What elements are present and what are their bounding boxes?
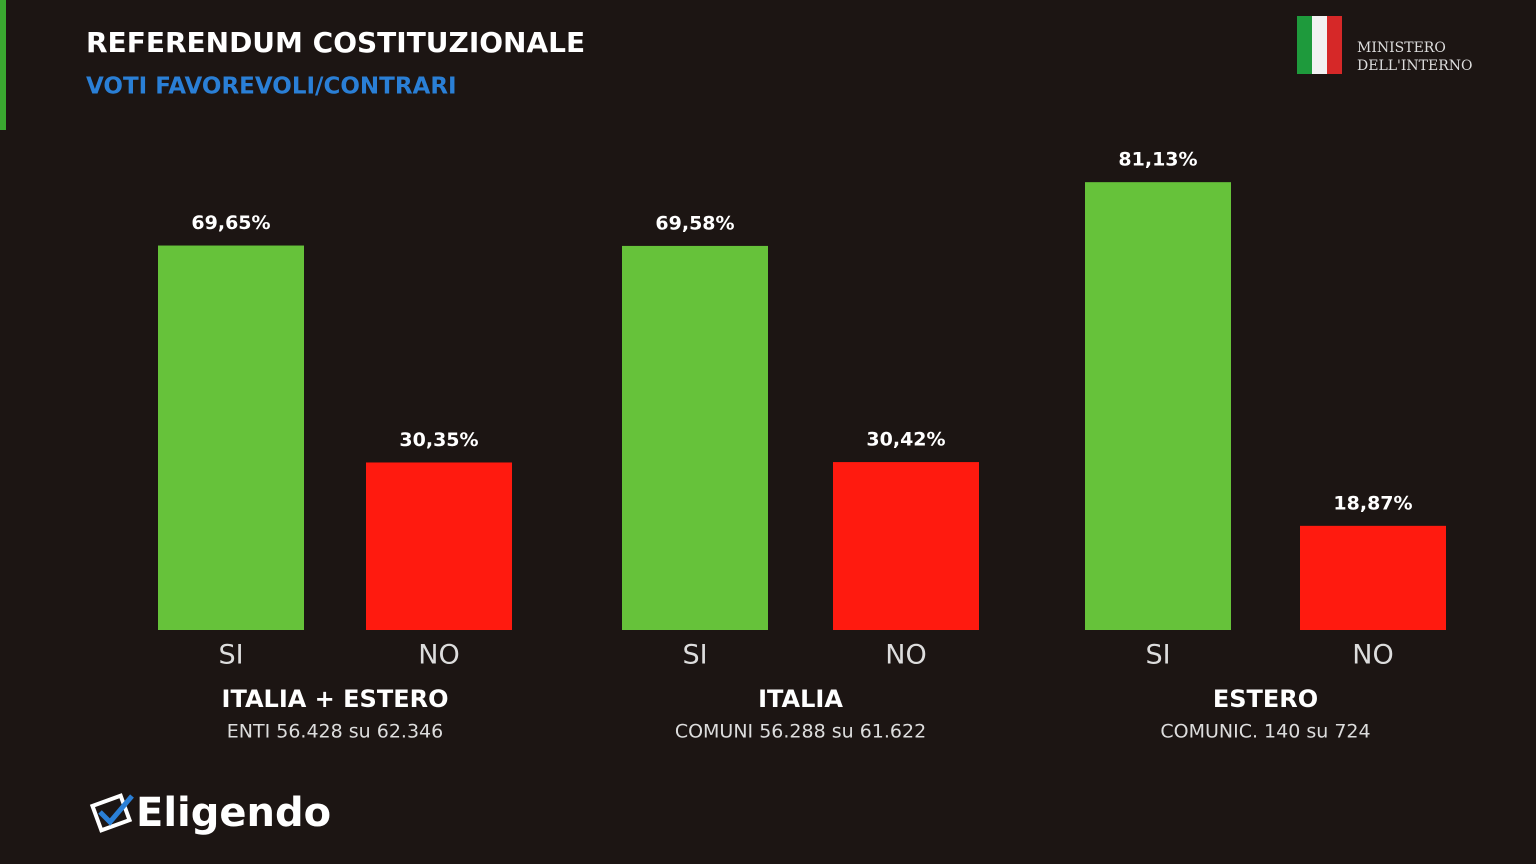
group-title: ITALIA: [758, 685, 843, 713]
group-subtitle: COMUNIC. 140 su 724: [1160, 721, 1370, 743]
value-label: 30,42%: [866, 429, 945, 451]
group-title: ITALIA + ESTERO: [222, 685, 449, 713]
group-subtitle: COMUNI 56.288 su 61.622: [675, 721, 926, 743]
value-label: 18,87%: [1333, 492, 1412, 514]
value-label: 81,13%: [1118, 149, 1197, 171]
brand-icon: [89, 793, 134, 833]
category-label: SI: [682, 640, 707, 671]
title: REFERENDUM COSTITUZIONALE: [86, 26, 585, 59]
category-label: NO: [1352, 640, 1393, 671]
bar: [158, 245, 304, 631]
value-label: 69,65%: [191, 212, 270, 234]
flag: [1297, 16, 1342, 74]
value-label: 30,35%: [399, 429, 478, 451]
subtitle: VOTI FAVOREVOLI/CONTRARI: [86, 74, 457, 100]
value-label: 69,58%: [655, 212, 734, 234]
group-title: ESTERO: [1213, 685, 1318, 713]
category-label: NO: [885, 640, 926, 671]
bar: [622, 245, 768, 630]
bar: [1300, 525, 1446, 630]
ministry-line: MINISTERO: [1357, 40, 1446, 56]
edge-accent: [0, 0, 6, 130]
bar: [1085, 182, 1231, 630]
bar: [833, 462, 979, 630]
category-label: SI: [1145, 640, 1170, 671]
category-label: SI: [218, 640, 243, 671]
bar: [366, 462, 512, 630]
group-subtitle: ENTI 56.428 su 62.346: [227, 721, 443, 743]
category-label: NO: [418, 640, 459, 671]
brand: Eligendo: [136, 790, 331, 836]
ministry-line: DELL'INTERNO: [1357, 58, 1473, 74]
